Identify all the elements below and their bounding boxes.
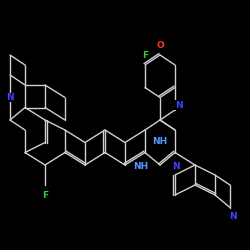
Text: N: N <box>172 162 180 171</box>
Text: F: F <box>142 50 148 59</box>
Text: N: N <box>6 93 14 102</box>
Text: NH: NH <box>152 137 168 146</box>
Text: NH: NH <box>134 162 149 171</box>
Text: N: N <box>229 212 236 221</box>
Text: N: N <box>175 100 182 110</box>
Text: O: O <box>156 40 164 50</box>
Text: F: F <box>42 190 48 200</box>
